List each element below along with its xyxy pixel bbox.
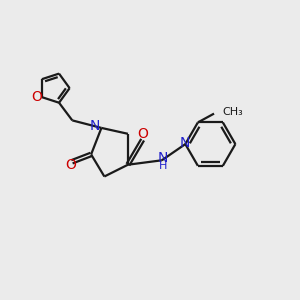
Text: N: N bbox=[180, 136, 190, 150]
Text: N: N bbox=[158, 151, 168, 165]
Text: O: O bbox=[31, 90, 42, 104]
Text: CH₃: CH₃ bbox=[222, 107, 243, 117]
Text: N: N bbox=[90, 119, 100, 134]
Text: H: H bbox=[159, 160, 167, 171]
Text: O: O bbox=[65, 158, 76, 172]
Text: O: O bbox=[137, 128, 148, 141]
